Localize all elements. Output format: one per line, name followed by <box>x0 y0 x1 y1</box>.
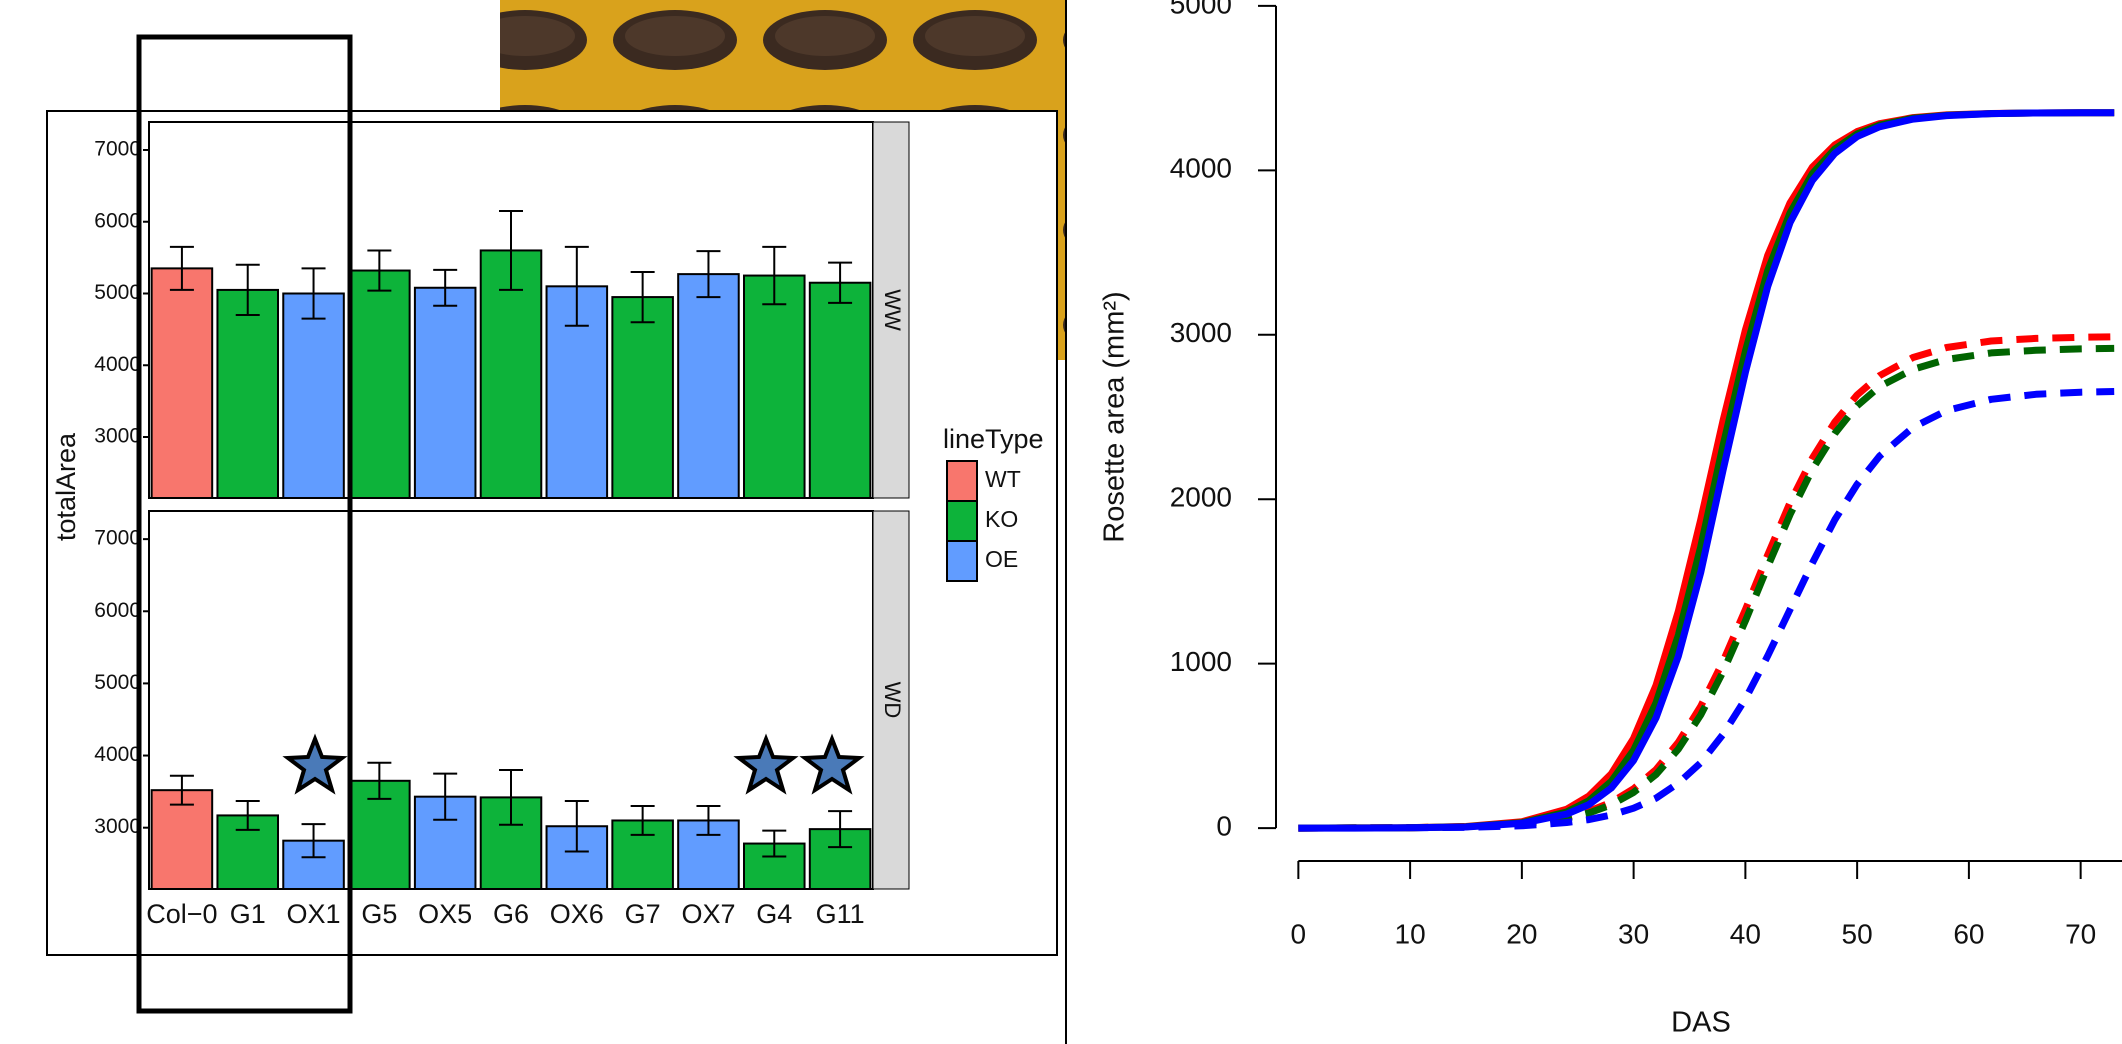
figure: WW30004000500060007000WD3000400050006000… <box>0 0 2122 1044</box>
legend-label: OE <box>985 546 1018 572</box>
strip-label: WD <box>880 682 905 719</box>
y-tick-label: 6000 <box>94 209 141 232</box>
x-tick-label: G1 <box>230 899 266 929</box>
y-axis-label: totalArea <box>51 432 81 541</box>
x-tick-label: 40 <box>1730 918 1761 949</box>
x-tick-label: 30 <box>1618 918 1649 949</box>
bar-chart: WW 3000 4000 5000 6000 7000 WD 3000 4000 5000 6000… <box>51 122 1043 929</box>
x-tick-label: 0 <box>1291 918 1307 949</box>
y-tick-label: 3000 <box>1170 317 1232 348</box>
x-tick-label: G4 <box>756 899 792 929</box>
x-tick-label: G5 <box>361 899 397 929</box>
line-chart: 0 1000 2000 3000 4000 5000 0 10 20 30 40 50 60 70 DAS R… <box>1068 0 2122 1044</box>
x-tick-label: OX7 <box>681 899 735 929</box>
bar <box>349 271 410 498</box>
x-tick-label: G11 <box>816 899 865 929</box>
bar <box>283 293 344 498</box>
legend-label: WT <box>985 466 1021 492</box>
legend-label: KO <box>985 506 1018 532</box>
x-tick-label: 70 <box>2065 918 2096 949</box>
y-tick-label: 5000 <box>1170 0 1232 19</box>
bar <box>744 276 805 498</box>
y-tick-label: 1000 <box>1170 646 1232 677</box>
legend-title: lineType <box>943 424 1044 454</box>
y-tick-label: 0 <box>1216 811 1232 842</box>
x-tick-label: OX1 <box>287 899 341 929</box>
x-tick-label: OX5 <box>418 899 472 929</box>
x-tick-label: Col−0 <box>146 899 217 929</box>
y-tick-label: 7000 <box>94 527 141 550</box>
bar <box>415 288 476 498</box>
x-tick-label: 20 <box>1506 918 1537 949</box>
x-tick-label: 50 <box>1842 918 1873 949</box>
y-tick-label: 5000 <box>94 671 141 694</box>
legend-key <box>947 501 977 541</box>
x-tick-label: G6 <box>493 899 529 929</box>
y-tick-label: 4000 <box>1170 153 1232 184</box>
y-tick-label: 3000 <box>94 425 141 448</box>
bar <box>810 283 871 498</box>
x-tick-label: 10 <box>1395 918 1426 949</box>
x-tick-label: G7 <box>625 899 661 929</box>
y-axis-label: Rosette area (mm²) <box>1099 291 1131 542</box>
bar <box>217 290 278 498</box>
x-tick-label: OX6 <box>550 899 604 929</box>
bar <box>678 274 739 498</box>
y-tick-label: 7000 <box>94 138 141 161</box>
legend-key <box>947 541 977 581</box>
bar <box>152 268 213 498</box>
y-tick-label: 3000 <box>94 815 141 838</box>
y-tick-label: 2000 <box>1170 482 1232 513</box>
bar <box>612 297 673 498</box>
strip-label: WW <box>880 289 905 331</box>
legend-key <box>947 461 977 501</box>
y-tick-label: 6000 <box>94 599 141 622</box>
x-tick-label: 60 <box>1953 918 1984 949</box>
y-tick-label: 5000 <box>94 281 141 304</box>
y-tick-label: 4000 <box>94 743 141 766</box>
y-tick-label: 4000 <box>94 353 141 376</box>
x-axis-label: DAS <box>1671 1007 1731 1039</box>
